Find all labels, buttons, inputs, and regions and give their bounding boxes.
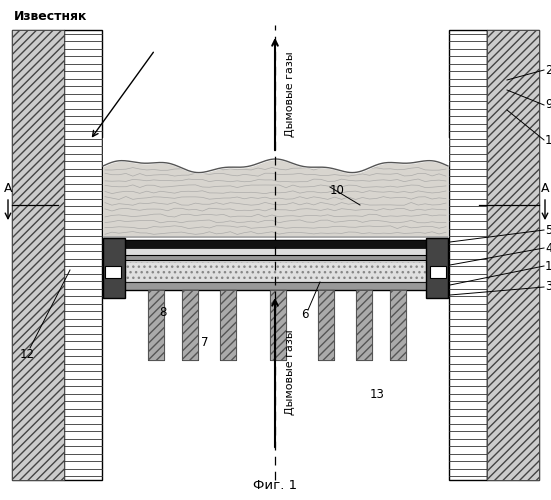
Text: 7: 7 xyxy=(201,336,209,348)
Bar xyxy=(270,290,286,360)
Bar xyxy=(487,30,539,480)
Bar xyxy=(426,238,448,298)
Text: 6: 6 xyxy=(301,308,309,322)
Bar xyxy=(113,260,438,282)
Bar xyxy=(103,238,125,298)
Text: 5: 5 xyxy=(545,224,551,236)
Bar xyxy=(148,290,164,360)
Bar xyxy=(356,290,372,360)
Text: А: А xyxy=(541,182,549,195)
Bar xyxy=(487,30,539,480)
Bar xyxy=(103,240,448,248)
Bar xyxy=(103,158,448,238)
Bar xyxy=(430,266,446,278)
Bar xyxy=(220,290,236,360)
Text: 2: 2 xyxy=(545,64,551,76)
Text: 8: 8 xyxy=(159,306,167,318)
Bar xyxy=(113,262,436,282)
Text: 12: 12 xyxy=(20,348,35,362)
Bar xyxy=(356,290,372,360)
Bar xyxy=(318,290,334,360)
Text: 10: 10 xyxy=(330,184,345,196)
Bar xyxy=(390,290,406,360)
Bar xyxy=(390,290,406,360)
Bar xyxy=(270,290,286,360)
Text: 13: 13 xyxy=(370,388,385,402)
Bar xyxy=(318,290,334,360)
Bar xyxy=(105,266,121,278)
Bar xyxy=(182,290,198,360)
Bar xyxy=(220,290,236,360)
Text: Дымовые газы: Дымовые газы xyxy=(285,51,295,137)
Bar xyxy=(12,30,64,480)
Bar xyxy=(103,240,448,255)
Bar xyxy=(103,240,448,290)
Text: Фиг. 1: Фиг. 1 xyxy=(253,479,297,492)
Bar xyxy=(449,30,487,480)
Bar xyxy=(64,30,102,480)
Text: 4: 4 xyxy=(545,242,551,254)
Text: 11: 11 xyxy=(545,260,551,272)
Bar xyxy=(148,290,164,360)
Text: Дымовые газы: Дымовые газы xyxy=(285,330,295,416)
Text: 3: 3 xyxy=(545,280,551,293)
Bar xyxy=(12,30,64,480)
Bar xyxy=(103,236,448,238)
Text: 1: 1 xyxy=(545,134,551,146)
Text: А: А xyxy=(4,182,12,195)
Text: 9: 9 xyxy=(545,98,551,112)
Bar xyxy=(182,290,198,360)
Text: Известняк: Известняк xyxy=(14,10,88,23)
